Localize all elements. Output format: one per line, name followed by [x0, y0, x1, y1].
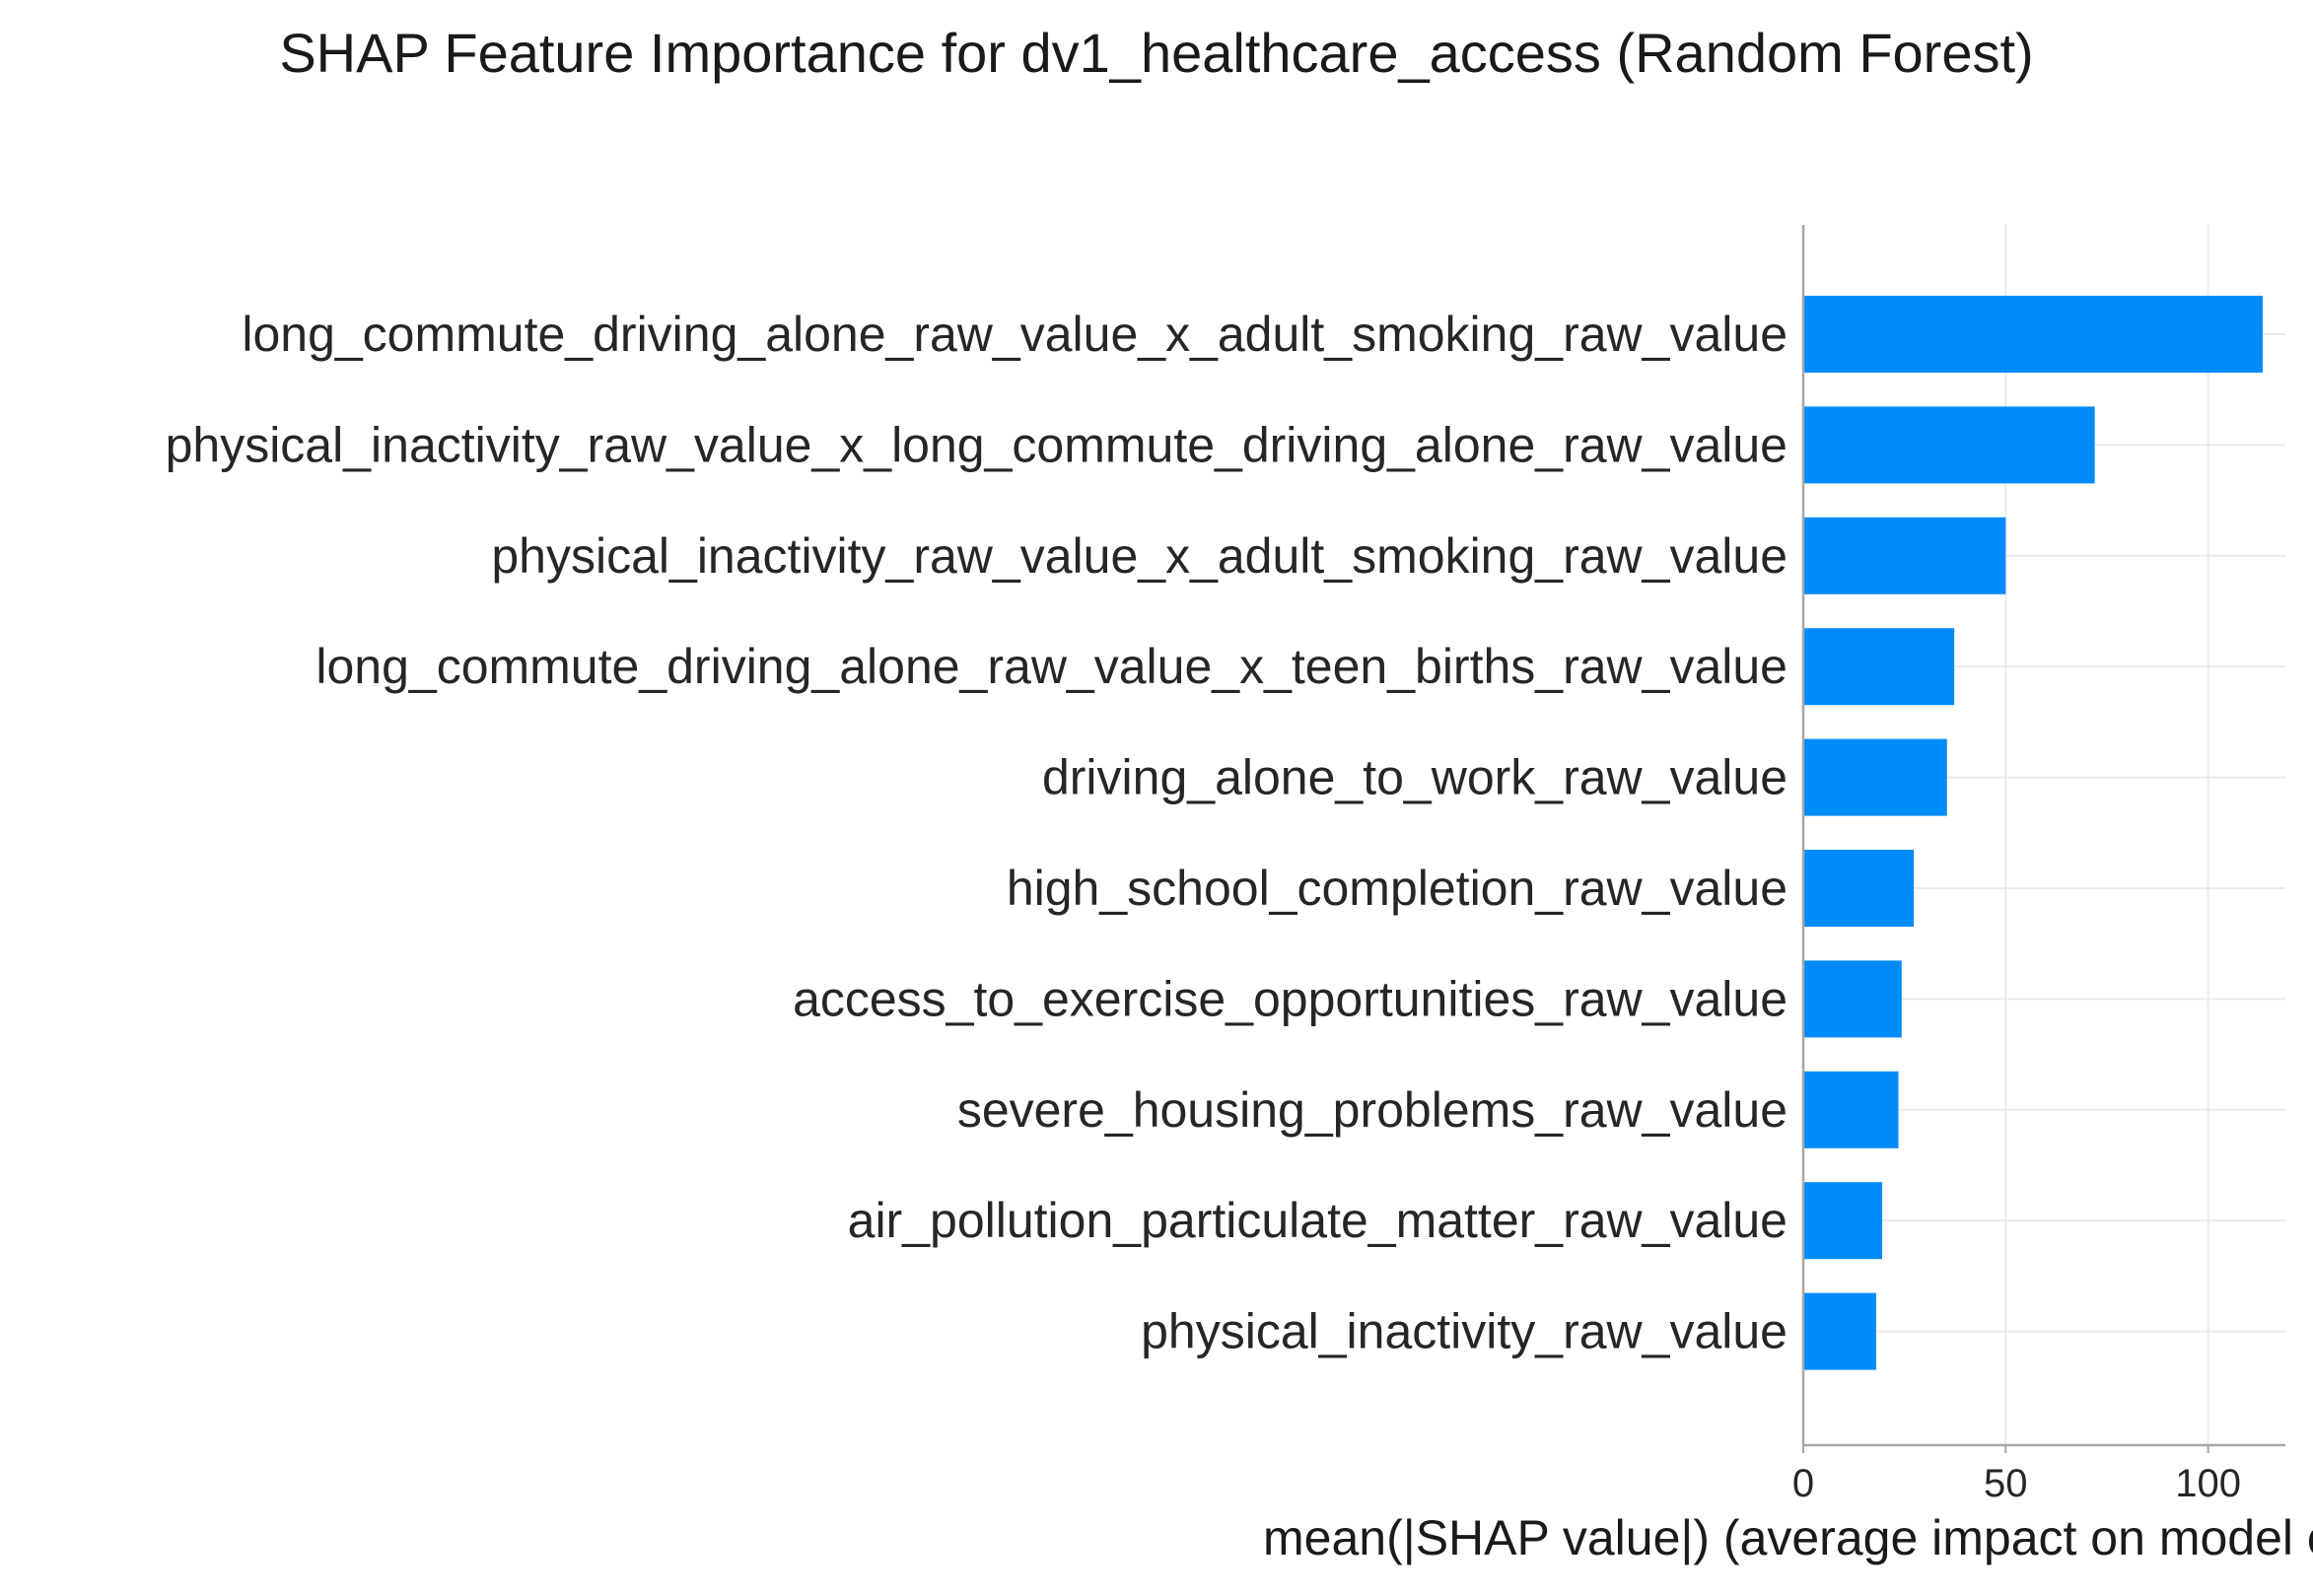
x-tick-labels: 0 50 100	[1792, 1462, 2241, 1505]
y-tick-label-2: physical_inactivity_raw_value_x_adult_sm…	[491, 528, 1787, 584]
y-tick-labels: long_commute_driving_alone_raw_value_x_a…	[166, 307, 1787, 1359]
x-tick-label-1: 50	[1984, 1462, 2028, 1505]
bar-8	[1803, 1182, 1883, 1260]
bar-6	[1803, 960, 1902, 1038]
x-axis-label: mean(|SHAP value|) (average impact on mo…	[1263, 1510, 2313, 1565]
y-tick-label-7: severe_housing_problems_raw_value	[957, 1082, 1787, 1138]
y-tick-label-6: access_to_exercise_opportunities_raw_val…	[793, 971, 1787, 1026]
bar-3	[1803, 628, 1955, 706]
bars-layer	[1803, 296, 2264, 1370]
bar-0	[1803, 296, 2264, 373]
y-tick-label-0: long_commute_driving_alone_raw_value_x_a…	[242, 307, 1787, 362]
y-tick-label-5: high_school_completion_raw_value	[1007, 861, 1787, 916]
y-tick-label-1: physical_inactivity_raw_value_x_long_com…	[166, 417, 1787, 472]
bar-4	[1803, 738, 1947, 816]
bar-1	[1803, 406, 2095, 484]
chart-title: SHAP Feature Importance for dv1_healthca…	[279, 22, 2034, 84]
x-tick-label-0: 0	[1792, 1462, 1814, 1505]
x-tick-label-2: 100	[2175, 1462, 2241, 1505]
bar-5	[1803, 850, 1915, 927]
bar-2	[1803, 517, 2006, 594]
y-tick-label-9: physical_inactivity_raw_value	[1141, 1304, 1787, 1359]
y-tick-label-4: driving_alone_to_work_raw_value	[1042, 750, 1787, 805]
axes-layer	[1801, 225, 2285, 1453]
bar-7	[1803, 1071, 1899, 1148]
bar-9	[1803, 1292, 1876, 1370]
y-tick-label-3: long_commute_driving_alone_raw_value_x_t…	[315, 639, 1787, 694]
y-tick-label-8: air_pollution_particulate_matter_raw_val…	[848, 1193, 1787, 1248]
